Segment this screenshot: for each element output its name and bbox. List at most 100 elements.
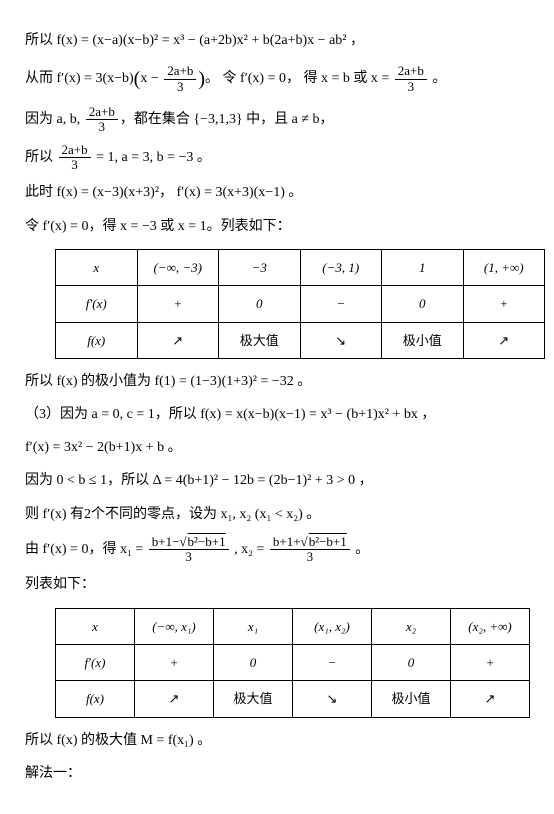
numer: 2a+b	[395, 64, 427, 79]
cell: −	[300, 286, 382, 322]
cell: 0	[214, 645, 293, 681]
fraction: 2a+b3	[59, 143, 91, 173]
cell: ↗	[137, 322, 219, 358]
denom: 3	[164, 80, 196, 94]
fraction: 2a+b3	[395, 64, 427, 94]
line-9: f′(x) = 3x² − 2(b+1)x + b 。	[25, 435, 529, 460]
denom: 3	[270, 550, 350, 564]
table-row: f′(x) + 0 − 0 +	[56, 286, 545, 322]
text: 所以 f(x) 的极小值为 f(1) = (1−3)(1+3)² = −32 。	[25, 374, 311, 389]
cell: −3	[219, 249, 301, 285]
line-12: 由 f′(x) = 0，得 x₁ = b+1−√b²−b+13 , x₂ = b…	[25, 535, 529, 565]
cell: f′(x)	[56, 645, 135, 681]
text: 。	[352, 542, 370, 557]
fraction: 2a+b3	[164, 64, 196, 94]
text: 因为 a, b,	[25, 112, 84, 127]
cell: ↗	[135, 681, 214, 717]
sqrt: b²−b+1	[187, 534, 226, 549]
cell: ↗	[451, 681, 530, 717]
text: 所以 f(x) = (x−a)(x−b)² = x³ − (a+2b)x² + …	[25, 33, 364, 48]
table-row: f(x) ↗ 极大值 ↘ 极小值 ↗	[56, 322, 545, 358]
cell: f(x)	[56, 322, 138, 358]
denom: 3	[86, 120, 118, 134]
table-row: f′(x) + 0 − 0 +	[56, 645, 530, 681]
cell: (1, +∞)	[463, 249, 545, 285]
cell: x₁	[214, 608, 293, 644]
cell: f(x)	[56, 681, 135, 717]
cell: ↗	[463, 322, 545, 358]
cell: −	[293, 645, 372, 681]
text: 因为 0 < b ≤ 1，所以 Δ = 4(b+1)² − 12b = (2b−…	[25, 473, 373, 488]
text: 所以 f(x) 的极大值 M = f(x₁) 。	[25, 733, 211, 748]
cell: ↘	[300, 322, 382, 358]
text: 列表如下：	[25, 577, 95, 592]
text: 由 f′(x) = 0，得 x₁ =	[25, 542, 147, 557]
line-14: 所以 f(x) 的极大值 M = f(x₁) 。	[25, 728, 529, 753]
text: 。 令 f′(x) = 0， 得 x = b 或 x =	[205, 71, 393, 86]
cell: 极大值	[219, 322, 301, 358]
numer: b+1+√b²−b+1	[270, 535, 350, 550]
cell: 0	[219, 286, 301, 322]
line-3: 因为 a, b, 2a+b3，都在集合 {−3,1,3} 中，且 a ≠ b，	[25, 105, 529, 135]
text: = 1, a = 3, b = −3 。	[93, 150, 211, 165]
sqrt: b²−b+1	[308, 534, 347, 549]
numer: 2a+b	[164, 64, 196, 79]
text: f′(x) = 3x² − 2(b+1)x + b 。	[25, 440, 182, 455]
denom: 3	[149, 550, 229, 564]
cell: (−∞, −3)	[137, 249, 219, 285]
cell: (−∞, x₁)	[135, 608, 214, 644]
cell: x₂	[372, 608, 451, 644]
text: 此时 f(x) = (x−3)(x+3)²， f′(x) = 3(x+3)(x−…	[25, 185, 302, 200]
line-2: 从而 f′(x) = 3(x−b)(x − 2a+b3)。 令 f′(x) = …	[25, 61, 529, 97]
fraction: b+1−√b²−b+13	[149, 535, 229, 565]
line-1: 所以 f(x) = (x−a)(x−b)² = x³ − (a+2b)x² + …	[25, 28, 529, 53]
cell: (x₂, +∞)	[451, 608, 530, 644]
cell: 0	[372, 645, 451, 681]
cell: (−3, 1)	[300, 249, 382, 285]
t: b+1+√	[273, 534, 308, 549]
numer: b+1−√b²−b+1	[149, 535, 229, 550]
cell: x	[56, 608, 135, 644]
cell: (x₁, x₂)	[293, 608, 372, 644]
text: 则 f′(x) 有2个不同的零点，设为 x₁, x₂ (x₁ < x₂) 。	[25, 507, 320, 522]
table-2: x (−∞, x₁) x₁ (x₁, x₂) x₂ (x₂, +∞) f′(x)…	[55, 608, 530, 718]
text: 。	[429, 71, 447, 86]
cell: 0	[382, 286, 464, 322]
cell: +	[135, 645, 214, 681]
cell: 极小值	[382, 322, 464, 358]
line-10: 因为 0 < b ≤ 1，所以 Δ = 4(b+1)² − 12b = (2b−…	[25, 468, 529, 493]
cell: +	[463, 286, 545, 322]
denom: 3	[395, 80, 427, 94]
numer: 2a+b	[59, 143, 91, 158]
cell: ↘	[293, 681, 372, 717]
table-row: f(x) ↗ 极大值 ↘ 极小值 ↗	[56, 681, 530, 717]
denom: 3	[59, 158, 91, 172]
cell: 1	[382, 249, 464, 285]
text: 从而 f′(x) = 3(x−b)	[25, 71, 134, 86]
cell: +	[137, 286, 219, 322]
cell: +	[451, 645, 530, 681]
line-8: （3）因为 a = 0, c = 1，所以 f(x) = x(x−b)(x−1)…	[25, 402, 529, 427]
cell: x	[56, 249, 138, 285]
line-5: 此时 f(x) = (x−3)(x+3)²， f′(x) = 3(x+3)(x−…	[25, 180, 529, 205]
numer: 2a+b	[86, 105, 118, 120]
t: b+1−√	[152, 534, 187, 549]
cell: 极小值	[372, 681, 451, 717]
line-4: 所以 2a+b3 = 1, a = 3, b = −3 。	[25, 143, 529, 173]
text: （3）因为 a = 0, c = 1，所以 f(x) = x(x−b)(x−1)…	[25, 407, 435, 422]
line-11: 则 f′(x) 有2个不同的零点，设为 x₁, x₂ (x₁ < x₂) 。	[25, 502, 529, 527]
text: , x₂ =	[231, 542, 268, 557]
text: 令 f′(x) = 0，得 x = −3 或 x = 1。列表如下：	[25, 219, 291, 234]
cell: f′(x)	[56, 286, 138, 322]
line-15: 解法一：	[25, 761, 529, 786]
line-13: 列表如下：	[25, 572, 529, 597]
fraction: 2a+b3	[86, 105, 118, 135]
table-row: x (−∞, x₁) x₁ (x₁, x₂) x₂ (x₂, +∞)	[56, 608, 530, 644]
text: x −	[140, 71, 162, 86]
table-row: x (−∞, −3) −3 (−3, 1) 1 (1, +∞)	[56, 249, 545, 285]
line-7: 所以 f(x) 的极小值为 f(1) = (1−3)(1+3)² = −32 。	[25, 369, 529, 394]
cell: 极大值	[214, 681, 293, 717]
fraction: b+1+√b²−b+13	[270, 535, 350, 565]
text: 所以	[25, 150, 57, 165]
text: ，都在集合 {−3,1,3} 中，且 a ≠ b，	[120, 112, 334, 127]
